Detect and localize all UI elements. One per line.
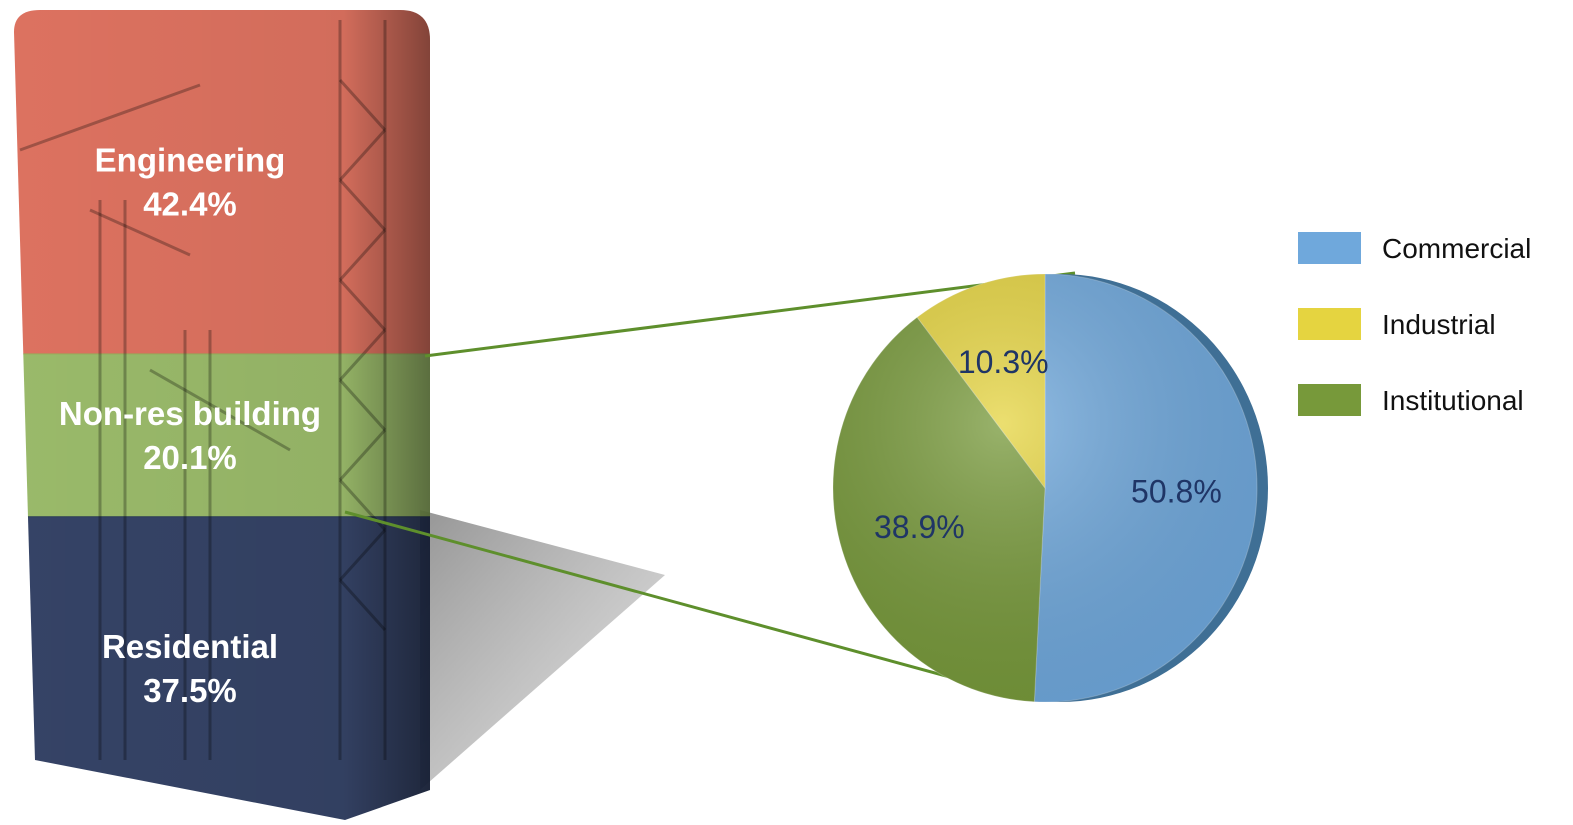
- legend-swatch-commercial: [1298, 232, 1361, 264]
- legend: Commercial Industrial Institutional: [1298, 232, 1531, 416]
- column-value-residential: 37.5%: [143, 672, 237, 709]
- pie-chart: 50.8% 38.9% 10.3%: [832, 273, 1268, 703]
- column-shadow: [420, 510, 665, 790]
- legend-label-industrial: Industrial: [1382, 309, 1496, 340]
- legend-label-institutional: Institutional: [1382, 385, 1524, 416]
- connector-line-bottom: [344, 510, 991, 690]
- pie-label-industrial: 10.3%: [958, 344, 1049, 380]
- legend-swatch-industrial: [1298, 308, 1361, 340]
- column-label-residential: Residential: [102, 628, 278, 665]
- connector-line-top: [424, 271, 1076, 358]
- pie-label-institutional: 38.9%: [874, 509, 965, 545]
- stacked-column: [14, 10, 430, 820]
- column-value-engineering: 42.4%: [143, 186, 237, 223]
- legend-swatch-institutional: [1298, 384, 1361, 416]
- legend-label-commercial: Commercial: [1382, 233, 1531, 264]
- column-value-non-res-building: 20.1%: [143, 439, 237, 476]
- column-label-non-res-building: Non-res building: [59, 395, 321, 432]
- pie-label-commercial: 50.8%: [1131, 473, 1222, 509]
- column-label-engineering: Engineering: [95, 142, 286, 179]
